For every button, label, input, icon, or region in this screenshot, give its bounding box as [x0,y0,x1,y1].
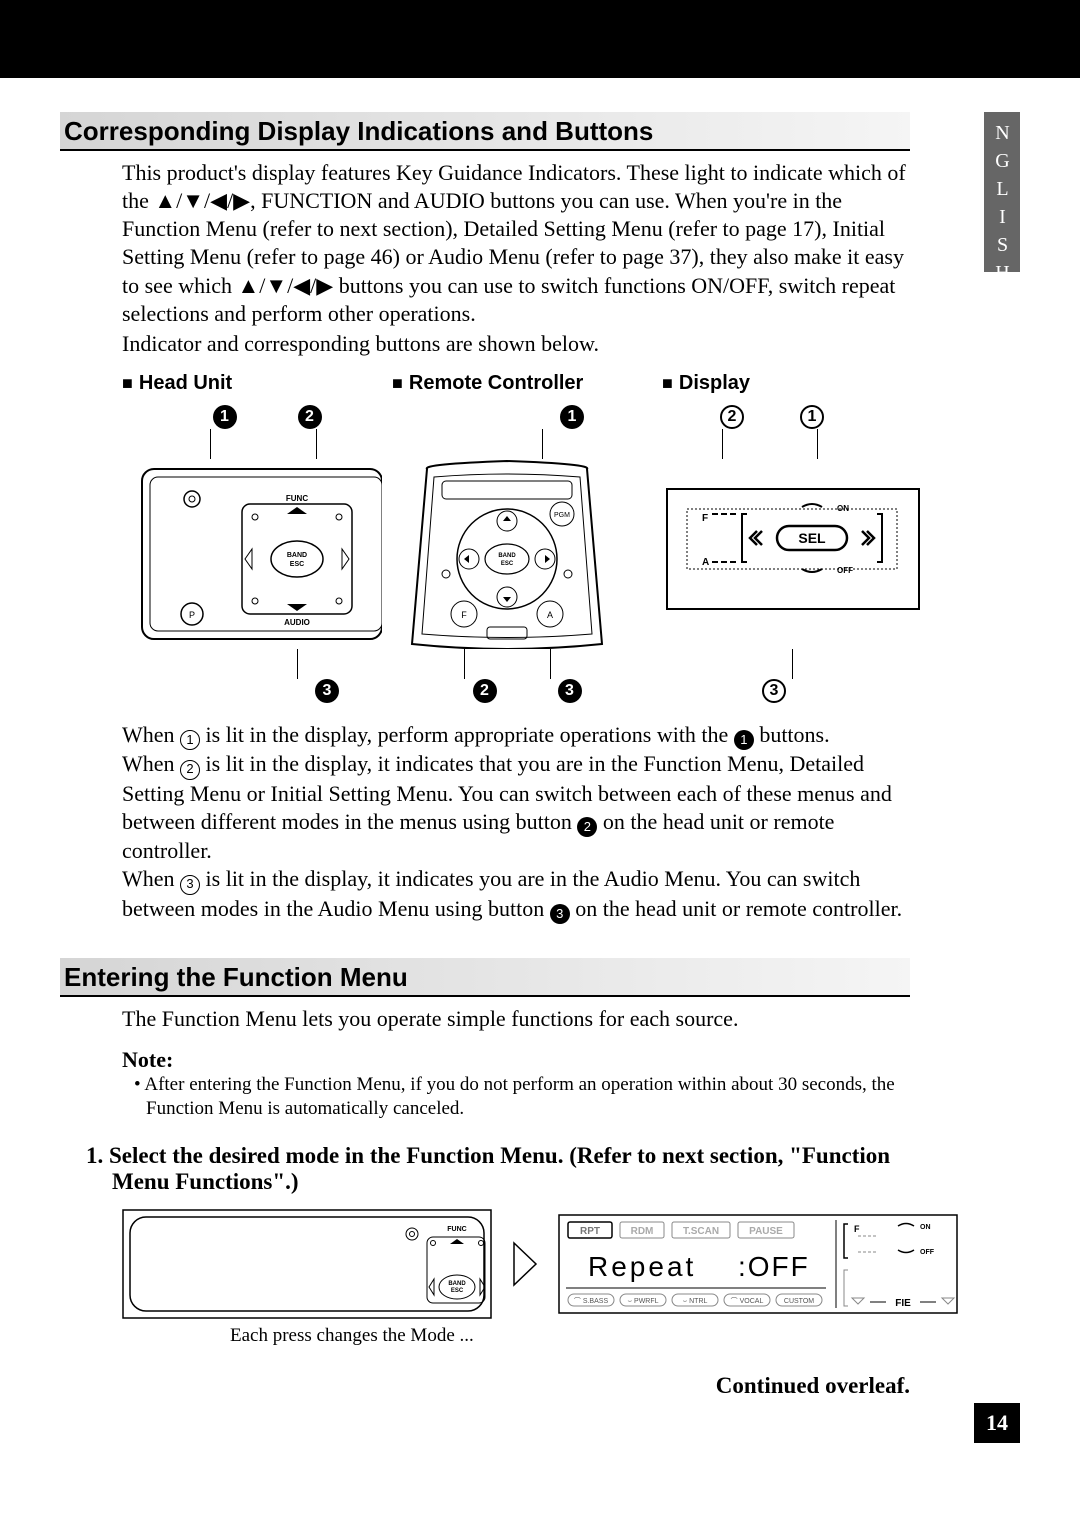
svg-text:RPT: RPT [580,1226,600,1237]
svg-text:F: F [702,513,708,524]
callout-1-filled: 1 [213,405,237,429]
note-bullet: • After entering the Function Menu, if y… [146,1073,916,1121]
svg-text:AUDIO: AUDIO [284,618,310,627]
section1-heading: Corresponding Display Indications and Bu… [60,112,910,151]
label-head-unit: ■Head Unit [122,372,382,395]
svg-text:ESC: ESC [501,561,514,567]
label-display: ■Display [662,372,922,395]
callout-3-filled-remote: 3 [558,679,582,703]
svg-text:ESC: ESC [290,561,304,568]
step1-heading: 1. Select the desired mode in the Functi… [86,1143,916,1195]
note-label: Note: [122,1047,1020,1073]
svg-text:⌒ VOCAL: ⌒ VOCAL [731,1297,764,1305]
arrow-right-icon [510,1239,540,1289]
head-unit-diagram: P FUNC AUDIO BAND ESC [122,459,382,649]
svg-text:OFF: OFF [920,1249,935,1256]
svg-text:⌣ PWRFL: ⌣ PWRFL [627,1298,658,1305]
svg-text:BAND: BAND [448,1281,466,1287]
svg-text:A: A [547,610,553,620]
svg-text:BAND: BAND [498,553,516,559]
section2-heading: Entering the Function Menu [60,958,910,997]
callout-1-circle: 1 [800,405,824,429]
svg-text:⌣ NTRL: ⌣ NTRL [683,1298,708,1305]
section2-para1: The Function Menu lets you operate simpl… [122,1005,922,1033]
page-number: 14 [974,1403,1020,1443]
svg-text:RDM: RDM [631,1226,654,1237]
svg-text:PGM: PGM [554,512,570,519]
svg-text::OFF: :OFF [738,1251,810,1282]
svg-text:BAND: BAND [287,552,307,559]
section1-explanation: When 1 is lit in the display, perform ap… [122,721,922,924]
callout-2-circle: 2 [720,405,744,429]
continued-overleaf: Continued overleaf. [60,1373,910,1399]
svg-text:FIE: FIE [895,1298,911,1309]
head-unit-small: FUNC BAND ESC [122,1209,492,1319]
svg-text:PAUSE: PAUSE [749,1226,783,1237]
svg-text:SEL: SEL [798,530,826,546]
svg-text:OFF: OFF [837,566,853,575]
svg-text:T.SCAN: T.SCAN [683,1226,719,1237]
svg-text:CUSTOM: CUSTOM [784,1298,814,1305]
svg-text:⌒ S.BASS: ⌒ S.BASS [574,1297,609,1305]
step1-figures: FUNC BAND ESC RPT [122,1209,1020,1319]
svg-text:F: F [461,610,467,620]
diagram-row: ■Head Unit 1 2 P [122,372,1020,703]
svg-text:ON: ON [837,504,849,513]
svg-text:A: A [702,557,709,568]
remote-diagram: PGM BAND ESC F A [392,459,622,649]
lcd-display: RPT RDM T.SCAN PAUSE Repeat :OFF ⌒ S.BAS… [558,1214,958,1314]
svg-text:Repeat: Repeat [588,1251,696,1282]
callout-3-filled: 3 [315,679,339,703]
svg-text:F: F [854,1224,860,1234]
callout-2-filled: 2 [298,405,322,429]
step1-caption: Each press changes the Mode ... [230,1325,1020,1347]
section1-para1: This product's display features Key Guid… [122,159,922,358]
label-remote: ■Remote Controller [392,372,652,395]
display-diagram: F A ON OFF SEL [662,459,922,649]
svg-text:P: P [189,610,195,620]
svg-text:ON: ON [920,1224,931,1231]
callout-2-filled-remote: 2 [473,679,497,703]
svg-text:FUNC: FUNC [447,1226,466,1233]
language-tab: ENGLISH [984,112,1020,272]
callout-3-circle: 3 [762,679,786,703]
svg-text:FUNC: FUNC [286,494,308,503]
top-black-bar [0,0,1080,78]
callout-1-filled-remote: 1 [560,405,584,429]
svg-text:ESC: ESC [451,1288,464,1294]
